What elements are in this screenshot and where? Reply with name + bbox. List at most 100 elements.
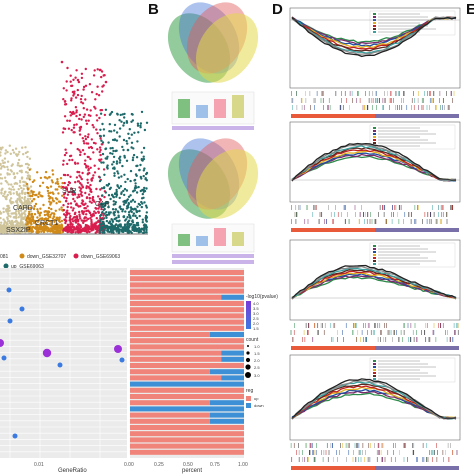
manhattan-point bbox=[134, 184, 137, 188]
manhattan-point bbox=[28, 202, 31, 205]
manhattan-point bbox=[142, 169, 145, 172]
gsea-legend-swatch bbox=[373, 372, 376, 374]
manhattan-point bbox=[68, 119, 72, 123]
manhattan-point bbox=[122, 138, 126, 142]
manhattan-point bbox=[70, 187, 73, 190]
manhattan-point bbox=[72, 126, 76, 129]
manhattan-point bbox=[99, 112, 103, 115]
manhattan-point bbox=[10, 164, 13, 167]
gsea-legend-swatch bbox=[373, 245, 376, 247]
manhattan-point bbox=[73, 123, 76, 127]
manhattan-point bbox=[78, 210, 81, 214]
manhattan-point bbox=[66, 119, 69, 122]
manhattan-point bbox=[18, 184, 21, 188]
bar-up bbox=[130, 400, 210, 406]
manhattan-point bbox=[107, 141, 110, 144]
manhattan-point bbox=[123, 121, 126, 125]
manhattan-point bbox=[87, 133, 90, 136]
manhattan-point bbox=[92, 212, 95, 216]
manhattan-point bbox=[63, 181, 66, 185]
manhattan-point bbox=[2, 229, 5, 233]
manhattan-point bbox=[71, 158, 74, 162]
manhattan-point bbox=[46, 230, 49, 233]
manhattan-point bbox=[87, 185, 90, 189]
manhattan-point bbox=[39, 194, 42, 197]
manhattan-point bbox=[96, 85, 99, 88]
manhattan-point bbox=[105, 216, 108, 219]
manhattan-point bbox=[101, 210, 104, 214]
manhattan-point bbox=[111, 208, 115, 211]
manhattan-point bbox=[0, 167, 3, 170]
manhattan-point bbox=[82, 220, 85, 224]
manhattan-point bbox=[139, 124, 142, 128]
manhattan-point bbox=[104, 224, 107, 227]
manhattan-point bbox=[90, 178, 93, 181]
manhattan-point bbox=[129, 206, 133, 209]
dotplot-legend: -log10(pvalue) 4.0 3.5 3.0 2.5 2.0 1.5 c… bbox=[245, 294, 278, 408]
manhattan-point bbox=[85, 196, 89, 200]
manhattan-point bbox=[60, 224, 64, 227]
manhattan-point bbox=[88, 196, 92, 200]
manhattan-point bbox=[5, 231, 9, 234]
manhattan-point bbox=[104, 191, 108, 194]
manhattan-point bbox=[16, 197, 19, 201]
manhattan-point bbox=[142, 174, 145, 178]
manhattan-point bbox=[30, 189, 33, 193]
manhattan-point bbox=[92, 225, 96, 228]
manhattan-point bbox=[76, 147, 79, 151]
manhattan-point bbox=[72, 78, 75, 82]
dot bbox=[6, 287, 12, 293]
manhattan-point bbox=[112, 149, 115, 153]
manhattan-point bbox=[30, 200, 34, 203]
manhattan-point bbox=[0, 154, 2, 157]
manhattan-point bbox=[96, 119, 99, 122]
manhattan-point bbox=[2, 194, 5, 198]
manhattan-point bbox=[49, 196, 52, 199]
manhattan-point bbox=[76, 93, 80, 97]
manhattan-point bbox=[121, 113, 124, 116]
gsea-legend-swatch bbox=[373, 260, 376, 262]
dot bbox=[42, 348, 52, 358]
manhattan-point bbox=[119, 207, 123, 211]
manhattan-point bbox=[138, 203, 142, 207]
bar-down bbox=[209, 369, 244, 375]
manhattan-point bbox=[31, 180, 35, 184]
legend-swatch bbox=[19, 253, 25, 259]
manhattan-point bbox=[72, 110, 75, 114]
manhattan-point bbox=[99, 214, 102, 218]
manhattan-point bbox=[101, 141, 105, 144]
legend-colorbar bbox=[246, 301, 251, 329]
manhattan-point bbox=[47, 194, 50, 197]
manhattan-point bbox=[1, 159, 4, 162]
manhattan-point bbox=[102, 168, 106, 171]
manhattan-point bbox=[66, 66, 69, 70]
manhattan-point bbox=[64, 200, 68, 203]
manhattan-point bbox=[90, 201, 93, 204]
manhattan-point bbox=[103, 229, 106, 232]
manhattan-point bbox=[80, 219, 83, 222]
percent-stacked-bar: 0.00 0.25 0.50 0.75 1.00 percent bbox=[124, 268, 248, 474]
manhattan-point bbox=[65, 211, 68, 214]
manhattan-point bbox=[98, 200, 101, 204]
manhattan-point bbox=[43, 218, 46, 221]
manhattan-point bbox=[20, 213, 24, 216]
manhattan-point bbox=[28, 168, 31, 171]
manhattan-point bbox=[49, 220, 52, 223]
manhattan-point bbox=[72, 94, 75, 97]
manhattan-point bbox=[129, 179, 132, 183]
manhattan-point bbox=[25, 170, 28, 174]
manhattan-point bbox=[15, 154, 19, 157]
manhattan-point bbox=[46, 186, 50, 190]
gsea-legend-swatch bbox=[373, 375, 376, 377]
manhattan-point bbox=[90, 214, 94, 218]
manhattan-point bbox=[56, 222, 59, 226]
manhattan-point bbox=[18, 192, 21, 195]
manhattan-point bbox=[0, 165, 4, 168]
manhattan-point bbox=[19, 181, 22, 184]
manhattan-point bbox=[94, 211, 98, 215]
manhattan-point bbox=[145, 171, 149, 175]
manhattan-point bbox=[8, 230, 11, 233]
manhattan-point bbox=[6, 216, 9, 219]
manhattan-point bbox=[28, 210, 31, 213]
manhattan-point bbox=[21, 189, 24, 193]
